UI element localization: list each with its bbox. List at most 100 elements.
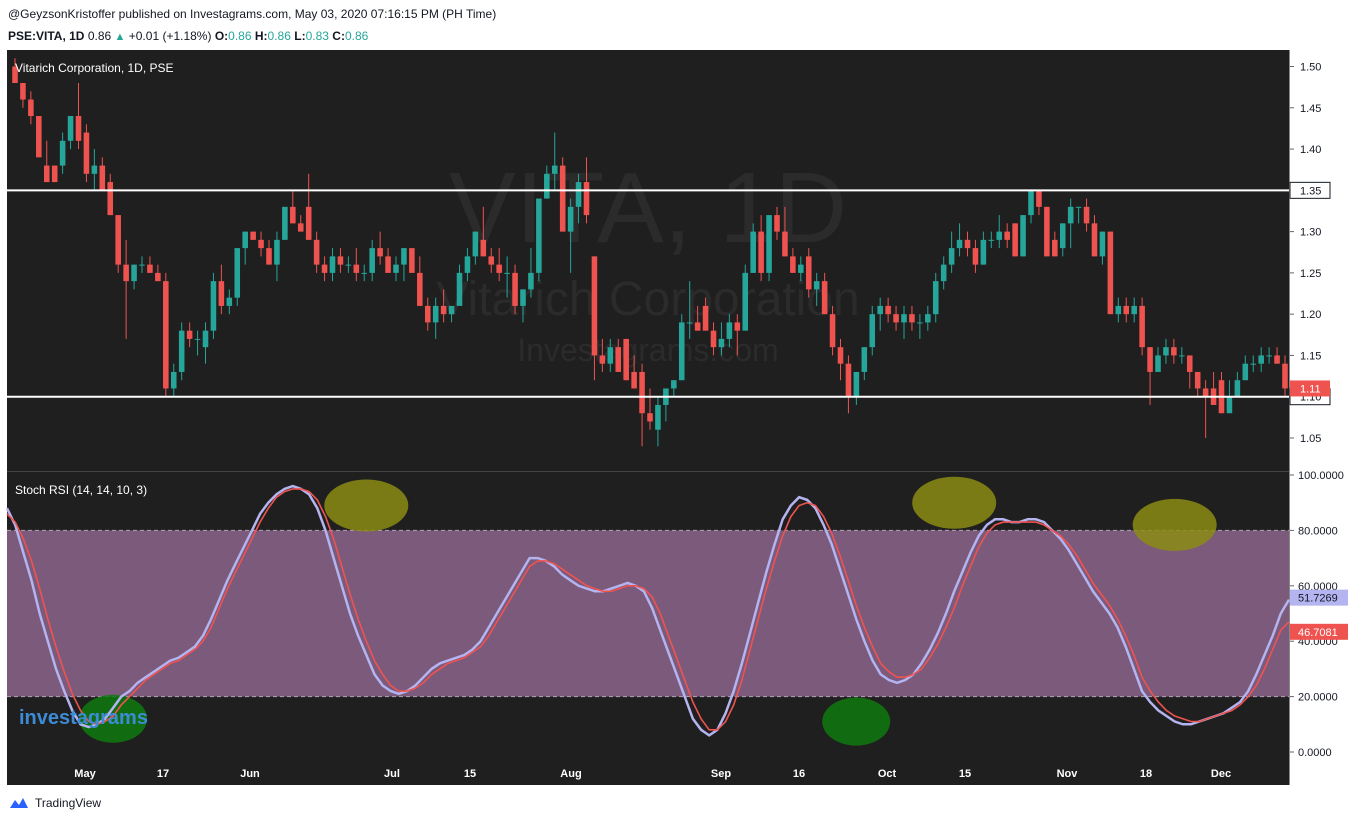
time-axis-label: Jul	[384, 768, 400, 780]
candle-body	[385, 256, 391, 273]
candle-body	[305, 206, 312, 240]
time-axis-label: 16	[793, 768, 805, 780]
time-axis-bg	[7, 757, 1289, 785]
candle-body	[1194, 371, 1201, 389]
candle-body	[139, 264, 145, 266]
candle-body	[504, 272, 510, 274]
candle-body	[758, 231, 764, 273]
last-price-label: 1.11	[1300, 383, 1321, 395]
candle-body	[1091, 223, 1098, 257]
candle-body	[877, 305, 883, 315]
candle-body	[932, 281, 939, 315]
candle-body	[829, 314, 836, 348]
candle-body	[956, 239, 963, 249]
stoch-k-value-label: 51.7269	[1298, 593, 1338, 605]
ticker-line: PSE:VITA, 1D 0.86 ▲ +0.01 (+1.18%) O:0.8…	[8, 29, 368, 43]
candle-body	[837, 347, 844, 364]
candle-body	[647, 413, 653, 422]
candle-body	[1028, 190, 1034, 216]
candle-body	[170, 371, 177, 389]
candle-body	[345, 264, 352, 266]
candle-body	[12, 66, 18, 84]
stoch-tick-label: 80.0000	[1298, 525, 1338, 537]
candle-body	[813, 281, 820, 290]
stoch-k-value-tag	[1290, 589, 1348, 606]
candle-body	[1147, 347, 1153, 372]
candle-body	[1234, 380, 1241, 397]
candle-body	[655, 404, 661, 430]
candle-body	[361, 272, 368, 274]
tradingview-cloud-icon	[10, 798, 28, 808]
time-axis-label: Jun	[240, 768, 260, 780]
stoch-band	[7, 530, 1289, 697]
candle-body	[1067, 206, 1074, 224]
candle-body	[409, 248, 415, 273]
price-chart-title: Vitarich Corporation, 1D, PSE	[15, 61, 174, 75]
candle-body	[1139, 305, 1145, 348]
price-tick-label: 1.05	[1300, 433, 1321, 445]
candle-body	[59, 140, 66, 166]
candle-body	[1258, 355, 1264, 364]
price-tick-label: 1.25	[1300, 268, 1321, 280]
candle-body	[599, 355, 606, 364]
stoch-d-value-tag	[1290, 623, 1348, 640]
stoch-d-line	[6, 488, 1290, 731]
candle-body	[1107, 231, 1114, 315]
candle-body	[1250, 363, 1257, 365]
candle-body	[980, 239, 987, 265]
candle-body	[520, 289, 526, 306]
candle-body	[28, 99, 34, 117]
candle-body	[845, 363, 852, 397]
candle-body	[472, 231, 479, 257]
candle-body	[551, 165, 558, 174]
stoch-tick-label: 100.0000	[1298, 470, 1344, 482]
candle-body	[710, 330, 717, 348]
candle-body	[853, 371, 860, 397]
candle-body	[639, 371, 645, 414]
last-price-tag	[1290, 380, 1330, 397]
candle-body	[1179, 355, 1185, 357]
stoch-tick-label: 0.0000	[1298, 747, 1332, 759]
candle-body	[297, 223, 304, 232]
time-axis-label: May	[74, 768, 96, 780]
candle-body	[798, 264, 804, 273]
candle-body	[1266, 355, 1272, 357]
candle-body	[1202, 388, 1209, 397]
candle-body	[480, 239, 487, 257]
candle-body	[615, 347, 622, 372]
candle-body	[1012, 223, 1018, 257]
candle-body	[678, 322, 685, 381]
time-axis-label: Oct	[878, 768, 897, 780]
candle-body	[456, 272, 463, 306]
stoch-tick-label: 20.0000	[1298, 692, 1338, 704]
open-label: O:	[214, 29, 229, 43]
tradingview-brand[interactable]: TradingView	[8, 796, 101, 810]
low-value: 0.83	[305, 29, 329, 43]
candle-body	[1155, 355, 1161, 372]
time-axis-label: Nov	[1057, 768, 1079, 780]
candle-body	[377, 248, 383, 257]
level-label-box	[1289, 181, 1331, 199]
candle-body	[583, 182, 590, 216]
candle-body	[234, 248, 241, 298]
candle-body	[1131, 305, 1137, 315]
price-tick-label: 1.15	[1300, 350, 1321, 362]
candle-body	[266, 248, 272, 265]
candle-body	[258, 239, 264, 249]
candle-body	[1044, 206, 1050, 257]
overbought-highlight	[912, 476, 997, 529]
candle-body	[893, 314, 899, 323]
stoch-d-value-label: 46.7081	[1298, 627, 1338, 639]
time-axis-label: 17	[157, 768, 169, 780]
candle-body	[329, 256, 336, 273]
candle-body	[43, 165, 50, 183]
candle-body	[790, 256, 796, 273]
candle-body	[726, 322, 733, 339]
candle-body	[567, 206, 574, 232]
candle-body	[544, 173, 550, 199]
candle-body	[99, 165, 106, 191]
candle-body	[496, 264, 502, 273]
candle-body	[869, 314, 876, 348]
overbought-highlight	[1132, 498, 1217, 551]
